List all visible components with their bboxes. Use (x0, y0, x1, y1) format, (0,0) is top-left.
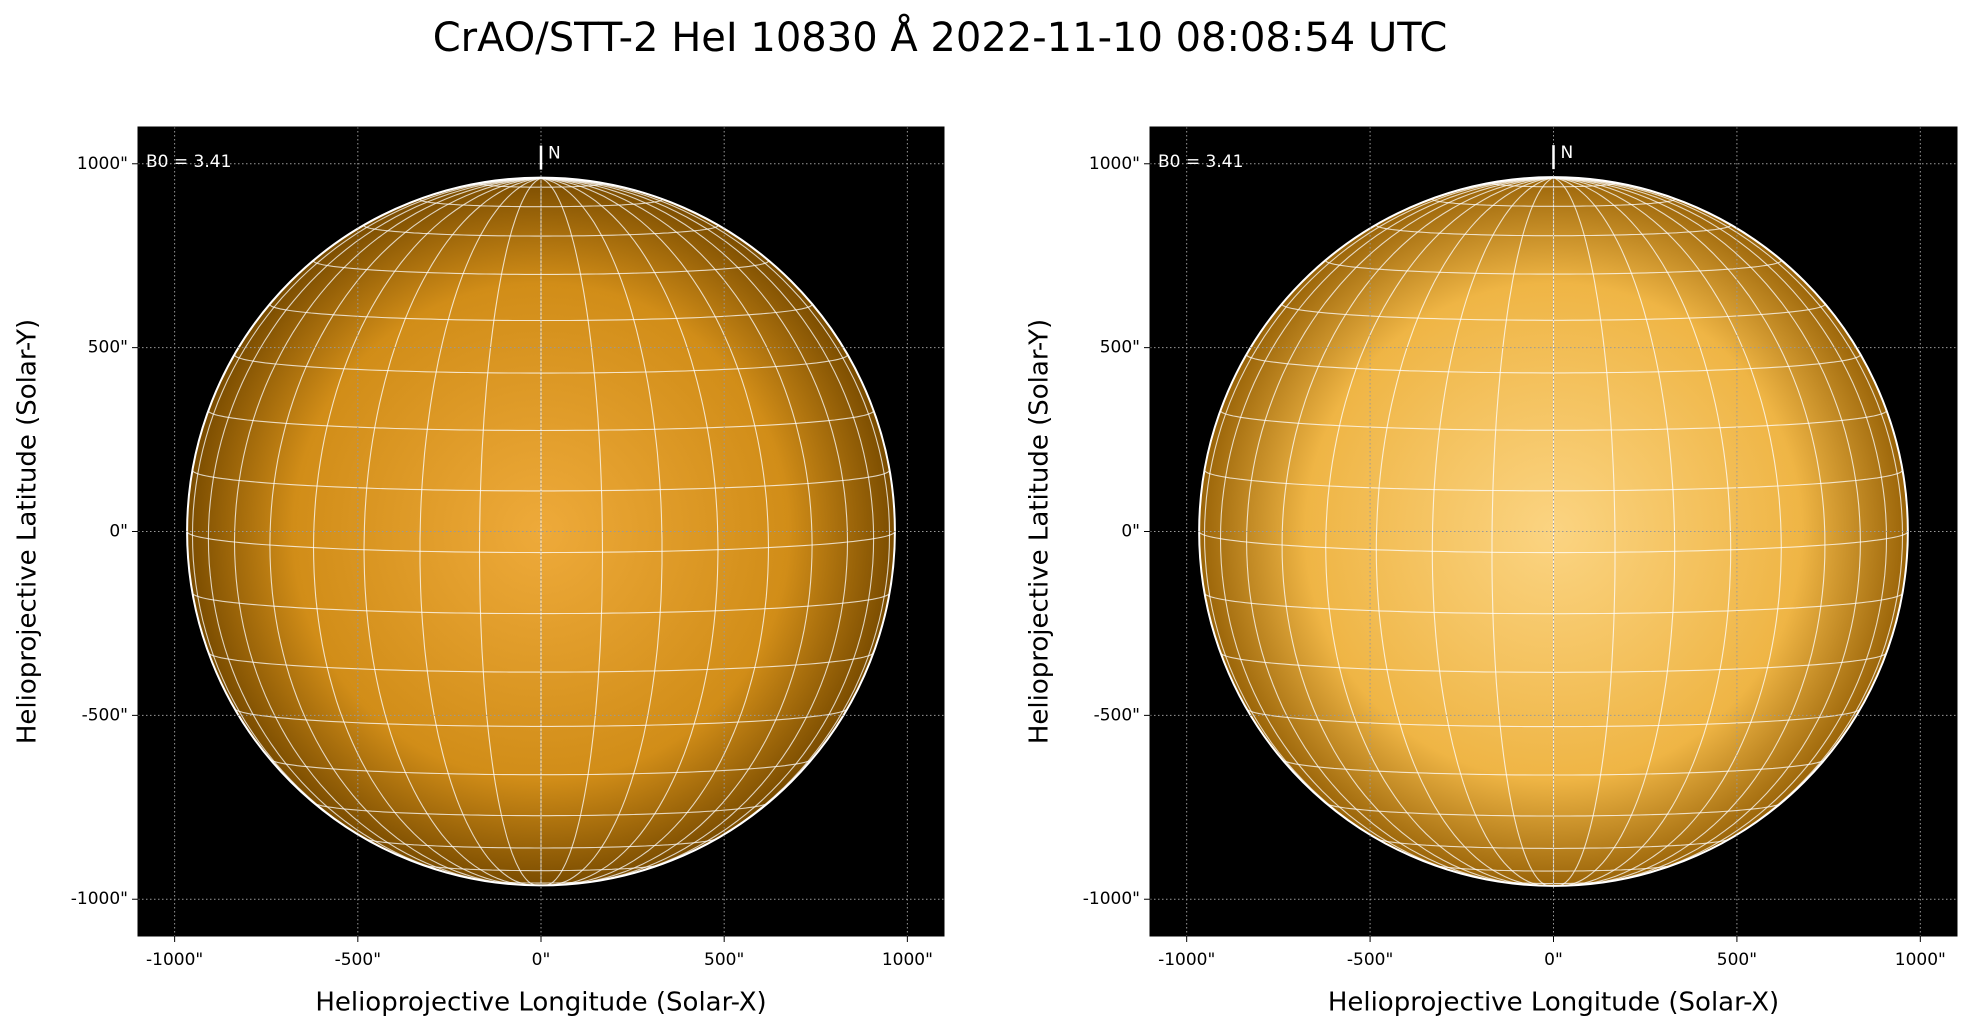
x-tick-label: 500" (704, 950, 744, 970)
y-axis-label: Helioprojective Latitude (Solar-Y) (13, 319, 43, 744)
north-label: N (1561, 143, 1574, 163)
panel: -1000" -500" 0" 500" 1000" -1000" -500" 0" 500" 1… (13, 127, 945, 1018)
x-tick-label: 0" (532, 950, 551, 970)
x-tick-label: -1000" (1158, 950, 1215, 970)
x-axis-label: Helioprojective Longitude (Solar-X) (315, 988, 766, 1018)
y-tick-label: -1000" (71, 889, 128, 909)
x-tick-label: -1000" (146, 950, 203, 970)
annotation: B0 = 3.41 (1158, 152, 1243, 172)
y-tick-label: -500" (82, 705, 128, 725)
panel: -1000" -500" 0" 500" 1000" -1000" -500" 0" 500" 1… (1025, 127, 1958, 1018)
x-tick-label: 0" (1544, 950, 1563, 970)
x-tick-label: -500" (1347, 950, 1393, 970)
y-tick-label: -1000" (1083, 889, 1140, 909)
y-tick-label: 0" (109, 522, 128, 542)
north-label: N (548, 144, 561, 164)
y-axis-label: Helioprojective Latitude (Solar-Y) (1025, 319, 1055, 744)
figure-title: CrAO/STT-2 HeI 10830 Å 2022-11-10 08:08:… (433, 13, 1448, 61)
x-tick-label: 1000" (882, 950, 933, 970)
x-tick-label: 1000" (1895, 950, 1946, 970)
x-tick-label: -500" (335, 950, 381, 970)
x-tick-label: 500" (1717, 950, 1757, 970)
annotation: B0 = 3.41 (146, 152, 231, 172)
y-tick-label: 500" (88, 338, 128, 358)
y-tick-label: 1000" (1089, 154, 1140, 174)
x-axis-label: Helioprojective Longitude (Solar-X) (1328, 988, 1779, 1018)
y-tick-label: 0" (1121, 522, 1140, 542)
y-tick-label: -500" (1094, 705, 1140, 725)
y-tick-label: 1000" (77, 154, 128, 174)
y-tick-label: 500" (1100, 338, 1140, 358)
